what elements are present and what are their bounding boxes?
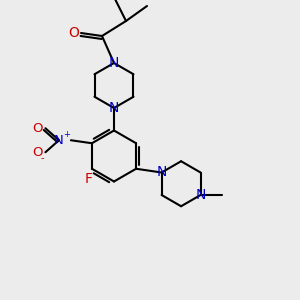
Text: F: F: [85, 172, 93, 186]
Text: N: N: [109, 101, 119, 115]
Text: -: -: [41, 153, 44, 163]
Text: N: N: [156, 166, 167, 179]
Text: N: N: [54, 134, 64, 147]
Text: O: O: [33, 146, 43, 159]
Text: O: O: [68, 26, 79, 40]
Text: O: O: [33, 122, 43, 135]
Text: N: N: [195, 188, 206, 202]
Text: N: N: [109, 56, 119, 70]
Text: +: +: [63, 130, 70, 139]
